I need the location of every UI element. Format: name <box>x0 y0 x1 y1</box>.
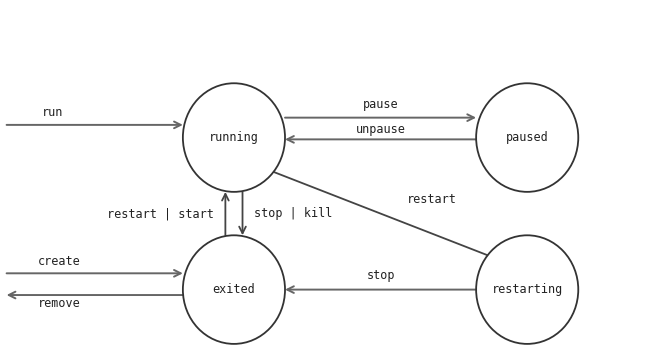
Text: create: create <box>38 255 80 268</box>
Text: run: run <box>42 106 63 119</box>
Text: remove: remove <box>38 297 80 310</box>
Text: pause: pause <box>362 98 399 111</box>
Text: unpause: unpause <box>356 123 405 136</box>
Text: paused: paused <box>506 131 548 144</box>
Ellipse shape <box>183 83 285 192</box>
Text: running: running <box>209 131 259 144</box>
Ellipse shape <box>183 235 285 344</box>
Text: restarting: restarting <box>492 283 563 296</box>
Text: stop | kill: stop | kill <box>254 207 333 220</box>
Ellipse shape <box>476 83 579 192</box>
Text: exited: exited <box>213 283 255 296</box>
Text: restart: restart <box>407 193 457 206</box>
Text: stop: stop <box>366 269 395 282</box>
Ellipse shape <box>476 235 579 344</box>
Text: restart | start: restart | start <box>107 207 214 220</box>
